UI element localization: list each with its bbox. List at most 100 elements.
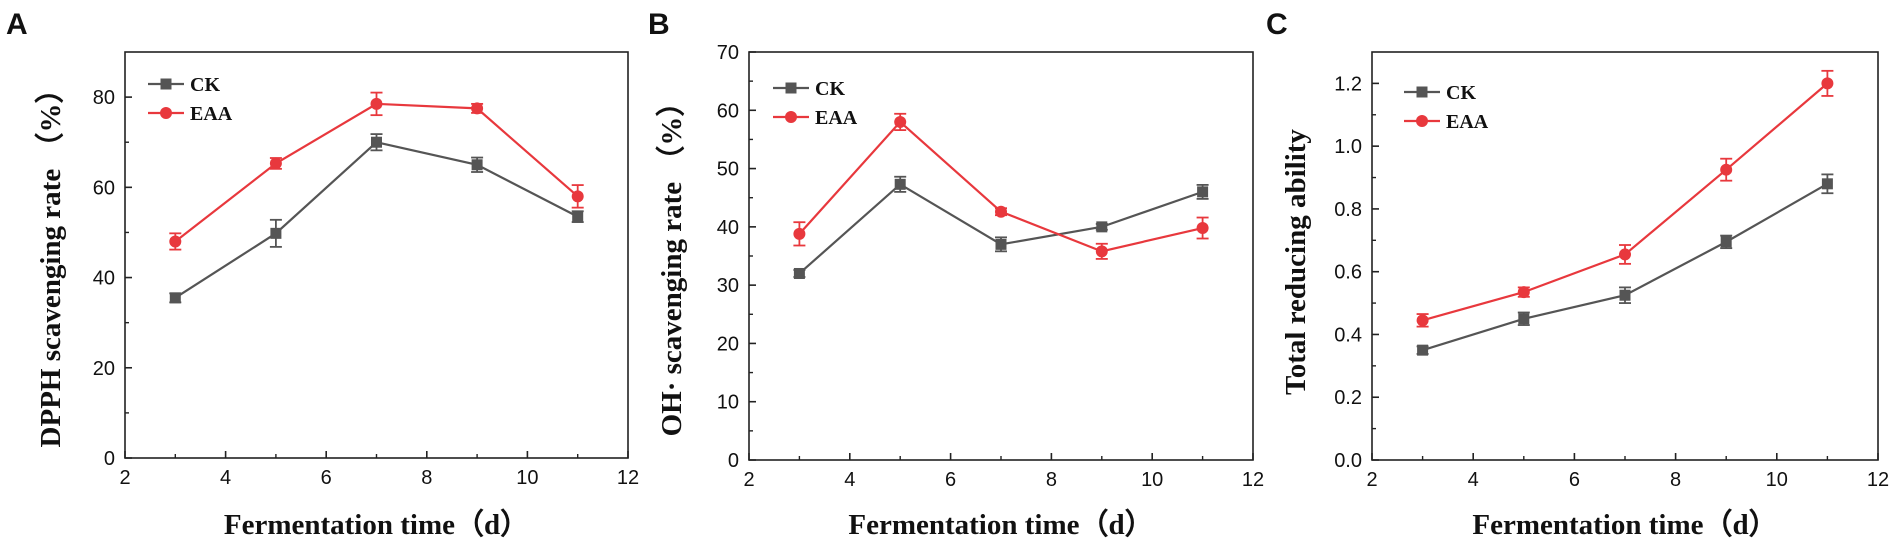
series-line: [1422, 182, 1828, 352]
series-ck: [169, 133, 584, 304]
data-point: [1417, 344, 1429, 356]
x-tick-label: 10: [516, 467, 538, 489]
series-ck: [793, 175, 1209, 279]
data-point: [370, 97, 383, 110]
panel-letter: C: [1266, 8, 1288, 41]
data-point: [1095, 245, 1108, 258]
legend: CK EAA: [148, 74, 233, 125]
x-tick-label: 2: [1366, 469, 1377, 491]
data-point: [1196, 222, 1209, 235]
x-tick-label: 12: [1867, 469, 1889, 491]
legend-label: CK: [815, 78, 845, 100]
legend-marker: [160, 107, 172, 119]
legend-label: CK: [190, 74, 220, 96]
data-point: [1197, 186, 1209, 198]
data-point: [1821, 77, 1834, 90]
x-tick-label: 6: [321, 467, 332, 489]
x-tick-label: 8: [421, 467, 432, 489]
y-tick-label: 20: [717, 333, 739, 355]
legend-label: EAA: [190, 103, 233, 125]
y-tick-label: 30: [717, 275, 739, 297]
series-eaa: [169, 91, 584, 251]
y-tick-label: 1.0: [1334, 136, 1362, 158]
data-point: [1619, 289, 1631, 301]
y-tick-label: 50: [717, 159, 739, 181]
y-tick-label: 10: [717, 392, 739, 414]
x-tick-label: 8: [1046, 469, 1057, 491]
panel-letter: B: [648, 8, 670, 41]
data-point: [169, 235, 182, 248]
y-tick-label: 70: [717, 42, 739, 64]
data-point: [995, 238, 1007, 250]
data-point: [1096, 221, 1108, 233]
legend-marker: [1416, 115, 1428, 127]
series-eaa: [793, 112, 1209, 260]
y-tick-label: 60: [93, 177, 115, 199]
y-tick-label: 0.6: [1334, 262, 1362, 284]
series-line: [798, 120, 1203, 253]
series-ck: [1416, 173, 1834, 356]
y-tick-label: 60: [717, 100, 739, 122]
data-point: [471, 102, 484, 115]
data-point: [371, 136, 382, 148]
panel-letter: A: [6, 8, 28, 41]
legend-marker: [160, 78, 172, 90]
x-tick-label: 12: [617, 467, 639, 489]
panel-c: C 2 4 6 8 10 12 0.0 0.2 0.4 0.6 0.8 1.0 1.2 Fermentati…: [1266, 8, 1889, 541]
data-point: [1517, 286, 1530, 299]
x-tick-label: 4: [844, 469, 855, 491]
panel-b: B 2 4 6 8 10 12 0 10 20 30 40 50 60 70 Fermentation tim…: [648, 8, 1264, 541]
legend-label: CK: [1446, 82, 1476, 104]
data-point: [269, 157, 282, 170]
data-point: [1518, 313, 1530, 325]
x-tick-label: 2: [743, 469, 754, 491]
y-tick-label: 40: [717, 217, 739, 239]
legend: CK EAA: [1404, 82, 1489, 133]
y-tick-label: 0.4: [1334, 324, 1362, 346]
panel-a: A 2 4 6 8 10 12 0 20 40 60 80 Fermentation time（d） DP…: [6, 8, 639, 541]
legend-label: EAA: [1446, 111, 1489, 133]
legend-marker: [785, 82, 797, 94]
x-axis-title: Fermentation time（d）: [848, 508, 1153, 541]
data-point: [1619, 248, 1631, 261]
x-tick-label: 8: [1670, 469, 1681, 491]
data-point: [1416, 314, 1429, 327]
legend: CK EAA: [773, 78, 858, 129]
data-point: [1720, 236, 1732, 248]
y-tick-label: 1.2: [1334, 73, 1362, 95]
data-point: [270, 227, 282, 239]
y-axis-title: Total reducing ability: [1280, 129, 1312, 395]
x-axis-title: Fermentation time（d）: [224, 508, 529, 541]
data-point: [1821, 178, 1833, 190]
y-tick-label: 80: [93, 87, 115, 109]
y-tick-label: 0.8: [1334, 199, 1362, 221]
data-point: [995, 205, 1007, 218]
x-tick-label: 4: [1468, 469, 1479, 491]
legend-marker: [1416, 86, 1428, 98]
data-point: [571, 190, 584, 203]
y-tick-label: 0.2: [1334, 387, 1362, 409]
x-tick-label: 10: [1766, 469, 1788, 491]
data-point: [793, 267, 805, 279]
y-tick-label: 0.0: [1334, 450, 1362, 472]
data-point: [894, 178, 906, 190]
y-tick-label: 0: [104, 448, 115, 470]
x-tick-label: 10: [1141, 469, 1163, 491]
series-eaa: [1416, 69, 1834, 328]
data-point: [169, 292, 181, 304]
series-line: [798, 182, 1203, 275]
y-tick-label: 20: [93, 358, 115, 380]
series-line: [174, 141, 579, 299]
data-point: [894, 115, 907, 128]
data-point: [471, 159, 483, 171]
x-tick-label: 12: [1242, 469, 1264, 491]
y-tick-label: 40: [93, 268, 115, 290]
data-point: [793, 227, 806, 240]
x-axis-title: Fermentation time（d）: [1472, 508, 1777, 541]
data-point: [572, 211, 584, 223]
legend-marker: [785, 111, 797, 123]
series-line: [174, 102, 579, 243]
data-point: [1720, 163, 1733, 176]
x-tick-label: 6: [945, 469, 956, 491]
